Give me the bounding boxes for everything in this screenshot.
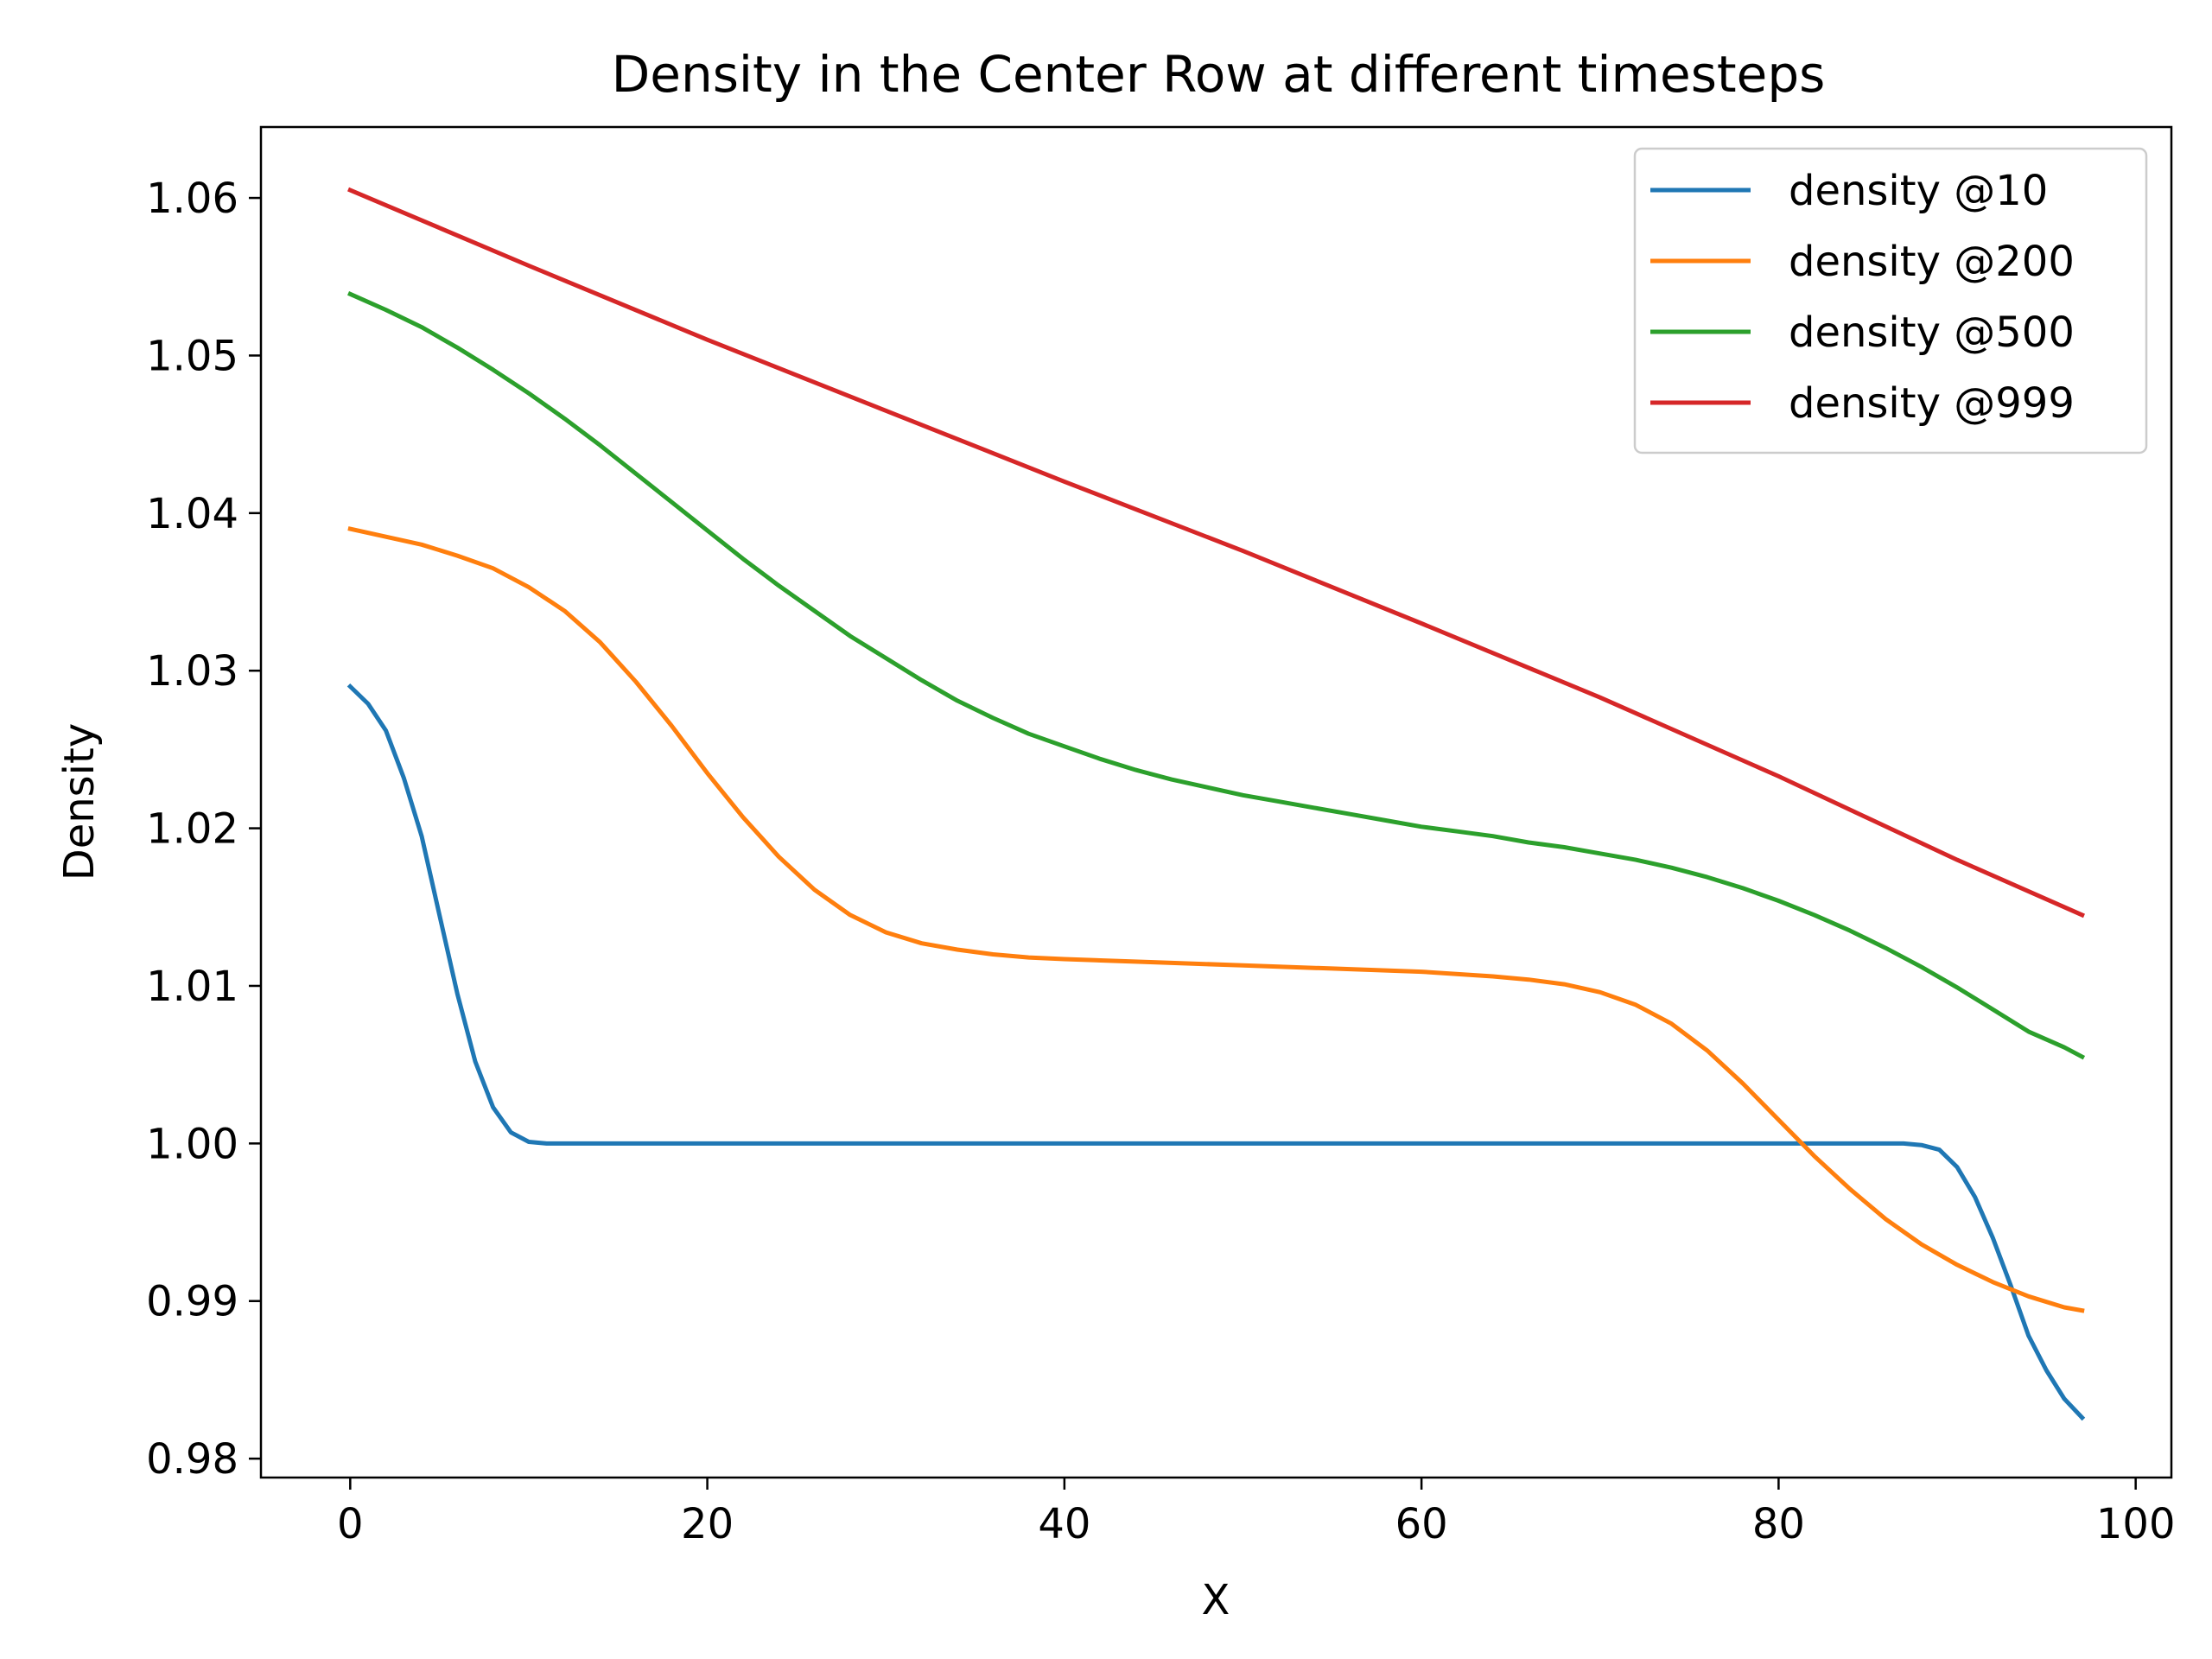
series-layer	[346, 187, 2086, 1421]
y-tick-label: 0.98	[146, 1435, 238, 1484]
y-tick-label: 1.05	[146, 332, 238, 380]
x-axis-ticks: 0 20 40 60 80 100	[337, 1478, 2175, 1548]
x-axis-label: X	[1202, 1576, 1230, 1624]
legend-label-3: density @999	[1789, 379, 2075, 428]
y-tick-label: 1.01	[146, 963, 238, 1011]
y-tick-label: 1.03	[146, 647, 238, 696]
y-tick-label: 1.06	[146, 175, 238, 223]
series-line-1	[347, 526, 2085, 1313]
x-tick-label: 0	[337, 1500, 364, 1548]
y-axis-label: Density	[55, 723, 104, 880]
legend-label-0: density @10	[1789, 167, 2048, 215]
y-tick-label: 1.02	[146, 805, 238, 854]
x-tick-label: 80	[1752, 1500, 1805, 1548]
plot-area: 0 20 40 60 80 100 0.98 0.99 1.00 1.01 1.02 1.03 1.0…	[146, 125, 2175, 1548]
x-tick-label: 60	[1395, 1500, 1448, 1548]
y-tick-label: 1.04	[146, 490, 238, 538]
y-tick-label: 0.99	[146, 1278, 238, 1326]
x-tick-label: 100	[2096, 1500, 2176, 1548]
y-tick-label: 1.00	[146, 1120, 238, 1168]
legend-label-1: density @200	[1789, 238, 2075, 286]
legend-label-2: density @500	[1789, 308, 2075, 357]
x-tick-label: 40	[1038, 1500, 1090, 1548]
series-line-2	[347, 291, 2086, 1060]
y-axis-ticks: 0.98 0.99 1.00 1.01 1.02 1.03 1.04 1.05 1.06	[146, 175, 261, 1484]
legend-frame	[1633, 147, 2148, 454]
series-line-3	[347, 187, 2085, 918]
legend: density @10 density @200 density @500 densi…	[1633, 147, 2148, 454]
series-line-0	[346, 683, 2086, 1421]
x-tick-label: 20	[681, 1500, 734, 1548]
chart-title: Density in the Center Row at different t…	[612, 45, 1826, 104]
plot-frame	[259, 125, 2173, 1479]
